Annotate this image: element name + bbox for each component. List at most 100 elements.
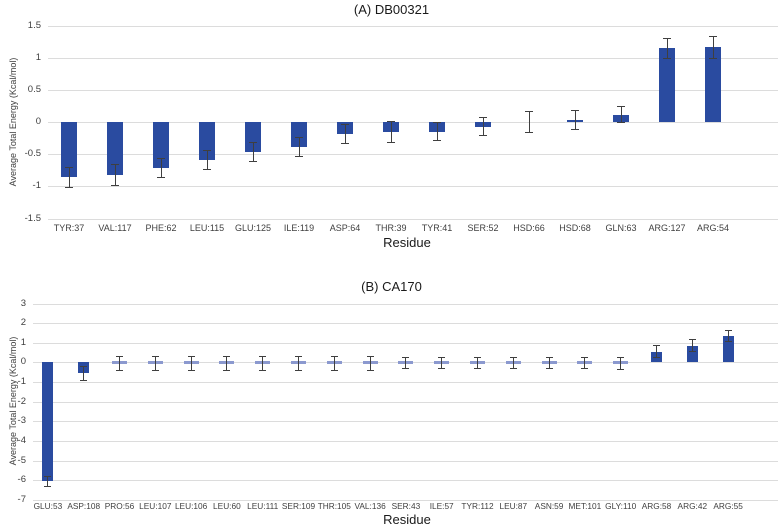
- y-tick-label: -1: [32, 180, 41, 192]
- error-bar-cap-bottom: [116, 369, 123, 371]
- error-bar-cap-top: [80, 365, 88, 367]
- error-bar-line: [68, 167, 70, 188]
- error-bar-cap-bottom: [203, 169, 211, 171]
- x-category-label: GLU:53: [33, 501, 63, 511]
- x-category-label: LEU:107: [139, 501, 172, 511]
- x-category-label: ILE:57: [429, 501, 454, 511]
- error-bar-line: [369, 356, 371, 371]
- gridline: [33, 303, 778, 305]
- x-category-label: ASP:108: [67, 501, 101, 511]
- error-bar-cap-bottom: [151, 369, 159, 371]
- y-tick-label: -2: [17, 395, 26, 407]
- bar: [61, 122, 77, 178]
- gridline: [33, 421, 778, 423]
- error-bar-cap-top: [341, 123, 349, 125]
- error-bar-cap-top: [617, 106, 625, 108]
- error-bar-cap-top: [44, 475, 52, 477]
- error-bar-cap-bottom: [341, 142, 349, 144]
- bar: [722, 335, 734, 363]
- gridline: [33, 441, 778, 443]
- y-tick-label: 0.5: [27, 84, 41, 96]
- x-category-label: ARG:42: [677, 501, 708, 511]
- error-bar-cap-top: [295, 355, 302, 357]
- y-tick-label: -1: [17, 376, 26, 388]
- gridline: [33, 460, 778, 462]
- error-bar-cap-top: [259, 355, 267, 357]
- error-bar-cap-bottom: [295, 155, 303, 157]
- error-bar-cap-bottom: [433, 140, 441, 142]
- error-bar-cap-bottom: [111, 184, 119, 186]
- gridline: [48, 58, 778, 60]
- error-bar-cap-bottom: [44, 485, 52, 487]
- x-category-label: TYR:41: [421, 223, 453, 233]
- error-bar-cap-top: [571, 109, 579, 111]
- error-bar-cap-top: [187, 355, 195, 357]
- error-bar-cap-top: [203, 149, 211, 151]
- y-tick-label: -1.5: [24, 212, 41, 224]
- bar: [686, 345, 698, 363]
- error-bar-line: [477, 357, 478, 369]
- bar: [245, 122, 261, 152]
- error-bar-cap-bottom: [295, 369, 302, 371]
- error-bar-line: [252, 142, 254, 162]
- x-category-label: TYR:112: [461, 501, 494, 511]
- error-bar-cap-top: [151, 355, 159, 357]
- x-category-label: LEU:87: [499, 501, 528, 511]
- error-bar-line: [441, 357, 443, 369]
- gridline: [33, 382, 778, 384]
- x-category-label: HSD:68: [559, 223, 591, 233]
- error-bar-cap-bottom: [617, 369, 625, 371]
- error-bar-cap-top: [433, 122, 441, 124]
- gridline: [33, 401, 778, 403]
- error-bar-line: [584, 357, 586, 369]
- y-tick-label: -5: [17, 454, 26, 466]
- error-bar-cap-top: [474, 356, 481, 358]
- gridline: [33, 323, 778, 325]
- x-category-label: THR:39: [375, 223, 407, 233]
- x-category-label: SER:43: [391, 501, 421, 511]
- error-bar-cap-top: [509, 356, 517, 358]
- error-bar-cap-bottom: [509, 368, 517, 370]
- error-bar-cap-top: [157, 157, 165, 159]
- chart-b-title: (B) CA170: [361, 279, 422, 294]
- error-bar-cap-top: [653, 345, 660, 347]
- error-bar-cap-bottom: [688, 351, 696, 353]
- gridline: [33, 342, 778, 344]
- error-bar-cap-bottom: [545, 368, 553, 370]
- error-bar-cap-top: [111, 164, 119, 166]
- gridline: [48, 218, 778, 220]
- x-category-label: ARG:58: [641, 501, 672, 511]
- error-bar-cap-bottom: [653, 357, 660, 359]
- bar: [153, 122, 169, 168]
- x-category-label: PRO:56: [104, 501, 135, 511]
- chart-a-title: (A) DB00321: [353, 2, 430, 17]
- error-bar-cap-bottom: [223, 369, 231, 371]
- error-bar-cap-bottom: [80, 379, 88, 381]
- x-category-label: ARG:55: [713, 501, 743, 511]
- error-bar-cap-bottom: [724, 341, 732, 343]
- bar: [42, 362, 54, 482]
- error-bar-line: [344, 124, 346, 144]
- x-category-label: HSD:66: [513, 223, 545, 233]
- error-bar-line: [548, 357, 550, 369]
- error-bar-cap-bottom: [581, 368, 589, 370]
- error-bar-line: [298, 356, 299, 371]
- x-category-label: ASP:64: [329, 223, 361, 233]
- error-bar-cap-bottom: [709, 57, 717, 59]
- y-tick-label: 0: [35, 116, 41, 128]
- x-category-label: MET:101: [568, 501, 602, 511]
- error-bar-cap-bottom: [571, 128, 579, 130]
- x-category-label: LEU:106: [174, 501, 208, 511]
- error-bar-line: [390, 121, 392, 143]
- error-bar-line: [727, 330, 729, 342]
- error-bar-cap-top: [249, 141, 257, 143]
- error-bar-line: [405, 357, 407, 369]
- error-bar-cap-top: [724, 329, 732, 331]
- error-bar-cap-top: [581, 356, 589, 358]
- x-category-label: ILE:119: [283, 223, 315, 233]
- error-bar-cap-top: [663, 37, 671, 39]
- y-tick-label: -3: [17, 415, 26, 427]
- error-bar-cap-bottom: [617, 121, 625, 123]
